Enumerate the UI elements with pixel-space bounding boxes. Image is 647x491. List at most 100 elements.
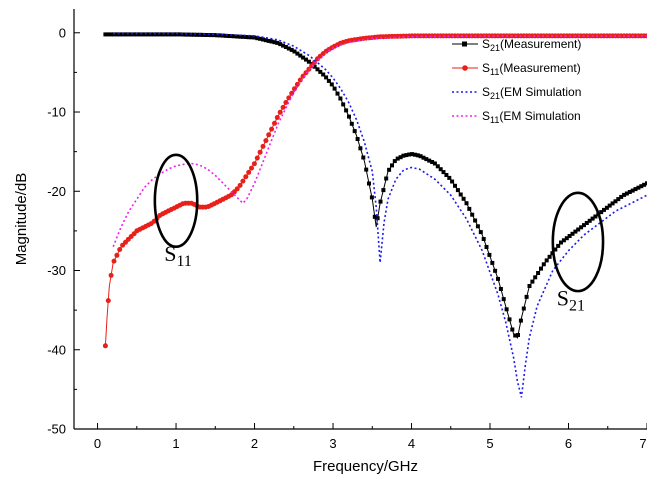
series-point [364, 167, 369, 172]
series-point [401, 153, 406, 158]
annotation-label: S11 [164, 241, 192, 270]
x-tick-label: 6 [565, 436, 572, 451]
series-point [266, 38, 271, 43]
series-point [553, 247, 558, 252]
series-point [607, 203, 612, 208]
series-point [109, 32, 114, 37]
series-point [226, 34, 231, 38]
legend-item: S21(Measurement) [452, 37, 581, 53]
series-point [238, 34, 243, 39]
series-point [613, 199, 618, 204]
series-point [421, 155, 426, 160]
x-tick-label: 2 [251, 436, 258, 451]
series-point [283, 100, 289, 105]
series-point [252, 35, 257, 40]
series-point [114, 32, 119, 37]
series-point [590, 216, 595, 221]
series-point [280, 104, 286, 110]
series-point [237, 182, 243, 188]
series-point [352, 129, 357, 134]
series-point [186, 32, 191, 37]
series-line [113, 32, 647, 398]
legend-label-main: S [482, 61, 490, 75]
series-point [129, 32, 134, 37]
series-point [195, 32, 200, 37]
series-point [461, 196, 466, 201]
series-point [102, 343, 108, 349]
annotation-label-main: S [557, 285, 569, 310]
series-point [286, 46, 291, 51]
series-point [602, 207, 606, 212]
series-point [246, 169, 252, 175]
series-point [541, 262, 546, 267]
legend-label: S11(EM Simulation [482, 109, 581, 125]
x-tick-label: 3 [329, 436, 336, 451]
series-point [209, 33, 214, 38]
legend-label-main: S [482, 37, 490, 51]
legend-label-rest: (Measurement) [500, 37, 581, 51]
series-point [169, 32, 174, 37]
series-point [384, 176, 389, 181]
series-point [258, 36, 263, 41]
series-point [249, 165, 254, 171]
series-point [344, 108, 349, 113]
series-point [584, 221, 589, 225]
series-point [243, 174, 249, 180]
series-point [398, 155, 403, 160]
series-point [261, 37, 265, 42]
series-point [140, 32, 145, 37]
legend-label-main: S [482, 109, 490, 123]
series-point [418, 154, 423, 159]
series-point [464, 201, 469, 206]
series-point [510, 327, 515, 332]
y-tick-label: -10 [47, 105, 66, 120]
series-point [278, 42, 283, 47]
series-point [536, 271, 541, 275]
x-tick-label: 1 [172, 436, 179, 451]
series-point [234, 186, 240, 192]
series-point [576, 227, 581, 232]
series-point [155, 32, 159, 37]
series-point [642, 182, 647, 187]
series-point [624, 191, 629, 196]
legend-item: S11(Measurement) [452, 61, 581, 77]
series-point [441, 170, 446, 175]
legend-label: S21(Measurement) [482, 37, 581, 53]
series-point [212, 33, 217, 38]
series-point [105, 298, 111, 304]
series-point [518, 318, 523, 323]
series-point [544, 258, 549, 263]
series-point [329, 82, 334, 87]
series-point [277, 109, 283, 115]
series-point [470, 212, 475, 217]
series-point [516, 333, 520, 337]
series-point [395, 156, 400, 161]
series-point [200, 32, 205, 37]
series-point [490, 260, 495, 265]
series-point [381, 188, 386, 193]
series-point [152, 32, 157, 37]
series-point [126, 32, 131, 37]
x-tick-label: 7 [639, 436, 646, 451]
series-point [166, 32, 171, 37]
y-tick-label: -40 [47, 342, 66, 357]
series-point [622, 192, 627, 197]
series-point [292, 49, 297, 54]
series-point [435, 164, 440, 169]
series-point [272, 40, 277, 45]
series-point [255, 36, 260, 41]
legend-label-sub: 11 [490, 115, 499, 125]
series-point [467, 206, 472, 211]
series-point [321, 72, 326, 77]
legend: S21(Measurement)S11(Measurement)S21(EM S… [452, 37, 581, 125]
series-point [347, 114, 351, 119]
series-point [272, 120, 277, 126]
series-point [220, 33, 225, 38]
series-point [163, 32, 168, 37]
annotation-label-sub: 11 [177, 253, 192, 270]
axes: 0 -10 -20 -30 -40 -50 0 1 2 3 4 5 6 7 [47, 9, 647, 451]
series-point [424, 157, 429, 162]
series-point [266, 132, 272, 138]
series-point [547, 254, 552, 259]
series-point [123, 32, 128, 37]
